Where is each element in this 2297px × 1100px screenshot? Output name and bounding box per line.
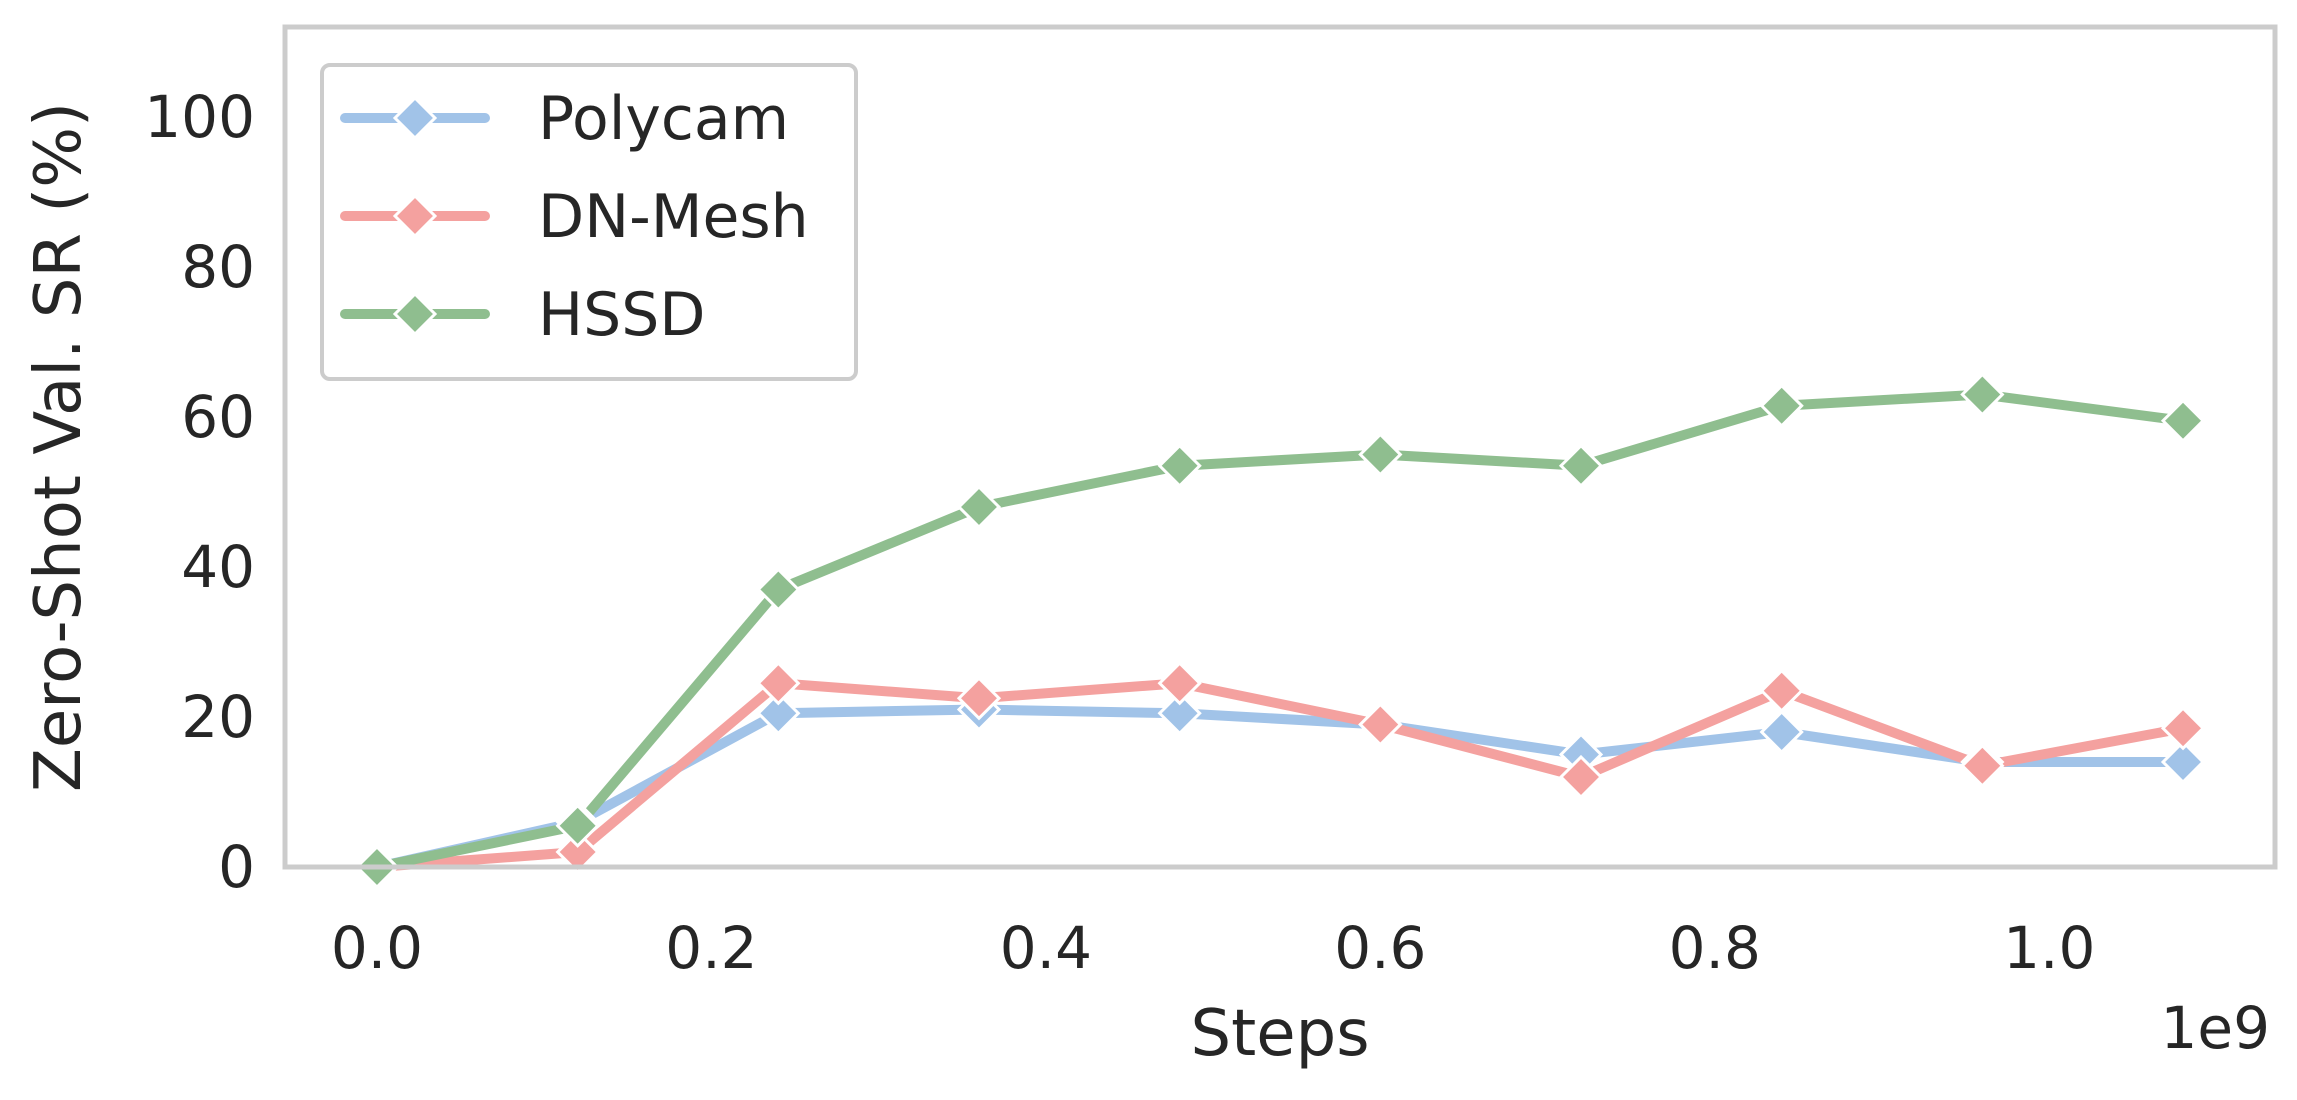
- series-line-dn-mesh: [371, 678, 2189, 872]
- data-point-hssd: [1558, 443, 1604, 488]
- legend-marker-swatch: [392, 193, 438, 239]
- data-point-hssd: [1358, 432, 1403, 477]
- data-point-dn-mesh: [555, 829, 600, 875]
- legend-item-hssd: HSSD: [340, 280, 706, 350]
- legend-box: [320, 63, 858, 381]
- x-axis-ticks: 0.0 0.2 0.4 0.6 0.8 1.0: [331, 914, 2096, 982]
- data-point-dn-mesh: [756, 661, 801, 706]
- x-axis-offset-text: 1e9: [2161, 994, 2271, 1062]
- data-point-hssd: [756, 567, 801, 612]
- legend-label: HSSD: [538, 280, 706, 350]
- data-point-dn-mesh: [1157, 661, 1202, 706]
- x-tick-label: 0.2: [665, 914, 757, 982]
- series-markers: [354, 372, 2206, 890]
- y-tick-label: 60: [181, 383, 255, 451]
- data-point-hssd: [555, 803, 600, 848]
- data-point-polycam: [1157, 691, 1202, 736]
- x-axis-label: Steps: [1190, 997, 1369, 1071]
- data-point-dn-mesh: [1558, 754, 1604, 800]
- data-point-hssd: [1759, 383, 1804, 428]
- data-point-hssd: [1157, 443, 1202, 488]
- x-tick-label: 0.0: [331, 914, 423, 982]
- legend-item-dn-mesh: DN-Mesh: [340, 182, 809, 252]
- data-point-dn-mesh: [2160, 706, 2206, 751]
- y-tick-label: 0: [218, 833, 255, 901]
- data-point-polycam: [2160, 739, 2206, 785]
- data-point-hssd: [1960, 372, 2005, 417]
- legend-item-polycam: Polycam: [340, 84, 789, 154]
- data-point-hssd: [2160, 398, 2206, 443]
- y-axis-ticks: 0 20 40 60 80 100: [144, 83, 255, 901]
- data-point-dn-mesh: [1358, 702, 1403, 747]
- series-line-hssd: [371, 389, 2189, 872]
- legend-label: DN-Mesh: [538, 182, 809, 252]
- data-point-dn-mesh: [1759, 668, 1804, 713]
- data-point-hssd: [956, 484, 1002, 530]
- y-axis-label: Zero-Shot Val. SR (%): [22, 102, 96, 792]
- x-tick-label: 0.4: [1000, 914, 1092, 982]
- legend-marker-swatch: [392, 95, 438, 141]
- y-tick-label: 100: [144, 83, 255, 151]
- legend-marker-swatch: [392, 291, 438, 337]
- plot-frame: [282, 24, 2278, 870]
- data-point-polycam: [1759, 709, 1804, 755]
- y-tick-label: 40: [181, 533, 255, 601]
- x-tick-label: 0.8: [1669, 914, 1761, 982]
- y-tick-label: 80: [181, 233, 255, 301]
- x-tick-label: 1.0: [2003, 914, 2095, 982]
- data-point-dn-mesh: [1960, 743, 2005, 788]
- y-tick-label: 20: [181, 683, 255, 751]
- x-tick-label: 0.6: [1334, 914, 1426, 982]
- data-point-polycam: [756, 691, 801, 736]
- series-lines: [371, 389, 2189, 872]
- legend-label: Polycam: [538, 84, 789, 154]
- legend: Polycam DN-Mesh HSSD: [320, 63, 858, 381]
- data-point-dn-mesh: [956, 676, 1002, 721]
